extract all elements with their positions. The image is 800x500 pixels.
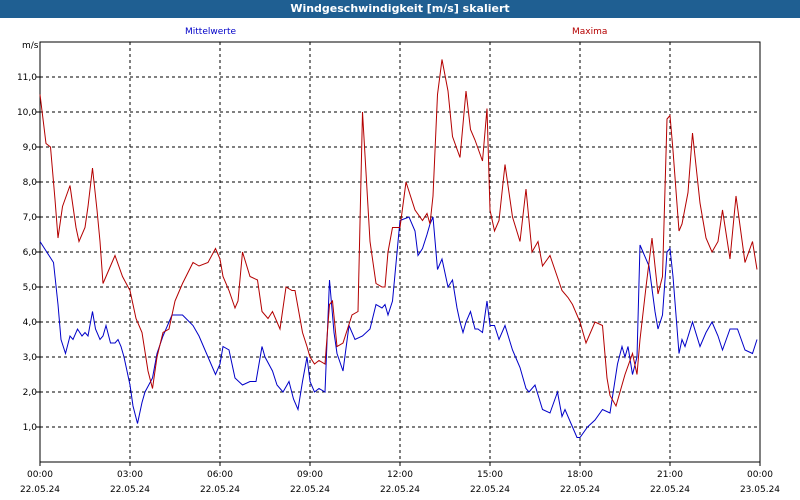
y-tick-label: 4,0	[23, 318, 38, 328]
x-tick-date-label: 22.05.24	[200, 485, 240, 495]
x-tick-date-label: 22.05.24	[380, 485, 420, 495]
x-tick-time-label: 15:00	[477, 470, 503, 480]
x-tick-date-label: 22.05.24	[470, 485, 510, 495]
y-tick-label: 10,0	[17, 108, 37, 118]
x-tick-time-label: 12:00	[387, 470, 413, 480]
y-tick-label: 1,0	[23, 423, 38, 433]
chart-title: Windgeschwindigkeit [m/s] skaliert	[0, 0, 800, 18]
wind-speed-chart: 1,0 2,0 3,0 4,0 5,0 6,0 7,0 8,0 9,0 10,0 11,0 00:00…	[0, 18, 800, 500]
y-tick-label: 11,0	[17, 73, 37, 83]
legend-mittelwerte: Mittelwerte	[185, 27, 236, 37]
y-tick-label: 8,0	[23, 178, 38, 188]
x-tick-time-label: 00:00	[27, 470, 53, 480]
y-tick-label: 3,0	[23, 353, 38, 363]
legend-maxima: Maxima	[572, 27, 607, 37]
x-tick-date-label: 22.05.24	[650, 485, 690, 495]
y-axis-label: m/s	[22, 41, 39, 51]
x-tick-time-label: 18:00	[567, 470, 593, 480]
x-tick-time-label: 03:00	[117, 470, 143, 480]
x-tick-time-label: 06:00	[207, 470, 233, 480]
x-tick-date-label: 22.05.24	[560, 485, 600, 495]
x-tick-date-label: 23.05.24	[740, 485, 780, 495]
x-tick-time-label: 00:00	[747, 470, 773, 480]
x-tick-date-label: 22.05.24	[110, 485, 150, 495]
y-tick-label: 7,0	[23, 213, 38, 223]
y-tick-label: 2,0	[23, 388, 38, 398]
x-tick-date-label: 22.05.24	[20, 485, 60, 495]
y-tick-label: 6,0	[23, 248, 38, 258]
y-tick-label: 9,0	[23, 143, 38, 153]
series-line-maxima	[39, 59, 758, 408]
x-tick-date-label: 22.05.24	[290, 485, 330, 495]
x-tick-time-label: 21:00	[657, 470, 683, 480]
x-tick-time-label: 09:00	[297, 470, 323, 480]
y-tick-label: 5,0	[23, 283, 38, 293]
